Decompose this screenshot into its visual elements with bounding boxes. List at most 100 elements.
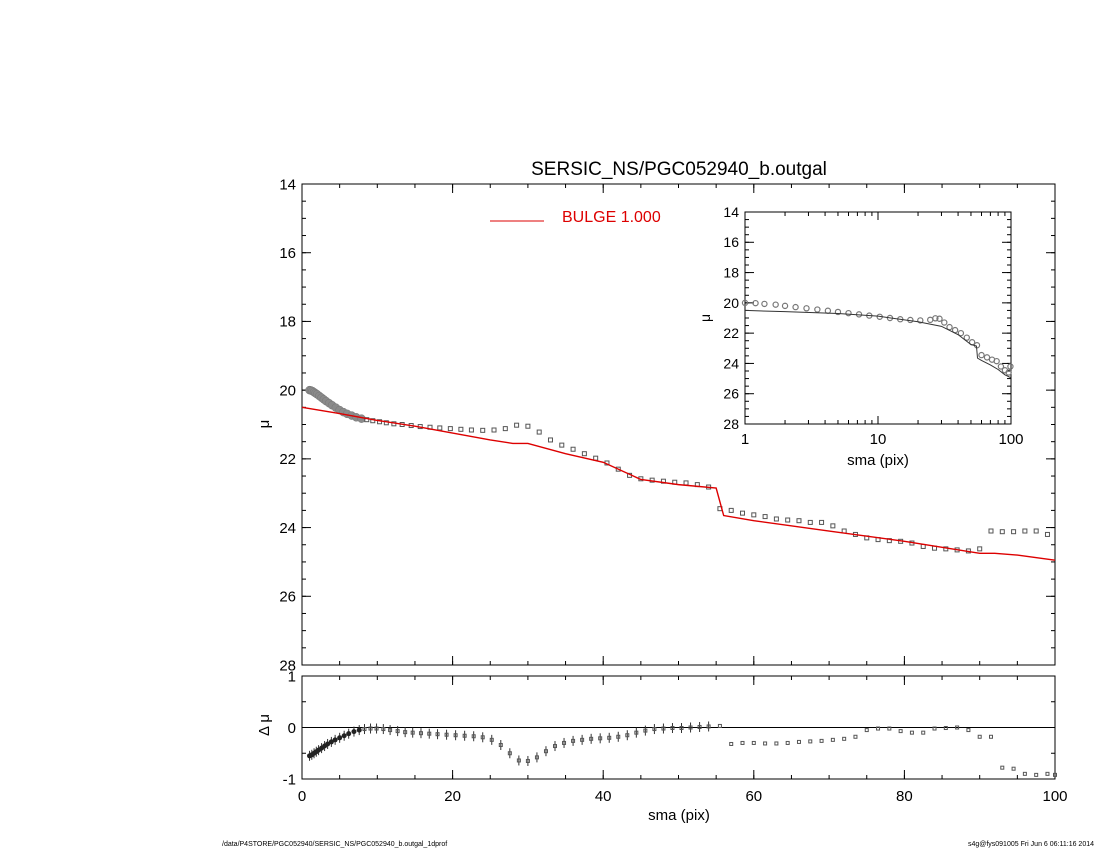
chart-title: SERSIC_NS/PGC052940_b.outgal [531,159,827,180]
inset-data-point [946,323,953,331]
residual-point [498,743,503,748]
residual-point [410,730,415,735]
residual-point [346,731,352,737]
residual-point [368,726,373,731]
inset-data-point [936,315,943,322]
residual-point [1053,772,1057,777]
inset-data-points [741,299,1014,376]
residual-point [955,725,960,730]
residual-point [819,738,824,743]
footer-timestamp: s4g@fys091005 Fri Jun 6 06:11:16 2014 [967,841,1094,848]
residual-point [808,739,813,744]
residual-x-tick-label: 100 [1042,788,1067,805]
data-point [502,426,508,432]
residual-x-tick-label: 0 [298,788,306,805]
residual-point [444,732,449,737]
data-point [796,518,802,524]
residual-point [356,727,362,733]
residual-point [763,741,768,746]
residual-x-tick-label: 80 [896,788,913,805]
residual-point [525,758,530,763]
inset-data-point [814,306,821,313]
residual-point [751,740,756,745]
residual-point [932,726,937,731]
residual-point [598,736,603,741]
inset-y-tick-label: 14 [723,204,739,220]
residual-point [830,737,835,742]
inset-data-point [845,309,852,317]
residual-point [374,726,379,731]
data-point [1022,528,1028,534]
inset-y-tick-label: 24 [723,355,739,371]
inset-data-point [963,334,970,341]
main-y-tick-label: 28 [279,657,296,674]
main-y-tick-label: 18 [279,314,296,331]
main-y-tick-label: 24 [279,520,296,537]
residual-point [616,734,621,739]
residual-point [643,728,648,733]
data-point [1011,529,1017,535]
residual-point [1022,771,1027,776]
residual-point [388,728,393,733]
data-point [491,427,497,433]
main-y-tick-label: 22 [279,451,296,468]
inset-data-point [834,308,842,316]
residual-point [634,730,639,735]
inset-data-point [761,300,768,308]
residual-point [381,727,386,732]
residual-point [717,723,722,728]
legend-label: BULGE 1.000 [562,209,661,226]
inset-data-point [772,301,779,308]
residual-point [507,751,512,756]
data-point [762,514,768,520]
inset-y-tick-label: 26 [723,386,739,402]
inset-data-point [997,363,1005,370]
inset-data-point [932,315,939,322]
data-point [468,427,474,433]
residual-point [480,735,485,740]
bulge-model-line [301,406,1056,561]
residual-point [1045,771,1050,776]
footer-file-path: /data/P4STORE/PGC052940/SERSIC_NS/PGC052… [222,841,448,848]
residual-point [625,733,630,738]
residual-point [679,726,684,731]
residual-point [325,741,331,747]
inset-x-tick-label: 10 [870,431,887,448]
data-point [740,510,746,516]
residual-point [887,726,892,731]
residual-point [418,731,423,736]
data-point [830,523,836,529]
residual-point [670,726,675,731]
data-point [1044,531,1050,537]
data-point [437,425,443,431]
inset-panel: 14 16 18 20 22 24 26 281 10 100 μ sma (pix) [697,204,1024,469]
data-point [988,528,994,534]
inset-data-point [1007,363,1014,370]
x-axis-label: sma (pix) [648,807,710,824]
data-point [1033,528,1039,534]
main-y-tick-label: 26 [279,589,296,606]
data-point [581,451,587,457]
data-point [458,426,464,432]
residual-point [876,726,881,731]
data-point [559,442,565,448]
residual-point [534,755,539,760]
residual-point [898,729,903,734]
data-point [447,426,453,432]
residual-point [553,744,558,749]
residual-point [332,737,338,743]
residual-point [351,729,357,735]
inset-x-tick-label: 1 [741,431,749,448]
residual-point [796,739,801,744]
residual-point [909,730,914,735]
residual-data-points [307,721,1057,777]
residual-x-tick-label: 40 [595,788,612,805]
residual-point [571,738,576,743]
residual-point [607,735,612,740]
residual-x-tick-label: 60 [745,788,762,805]
inset-model-line [744,309,1012,379]
inset-data-point [741,299,749,307]
residual-point [729,741,734,746]
inset-data-point [752,299,759,307]
